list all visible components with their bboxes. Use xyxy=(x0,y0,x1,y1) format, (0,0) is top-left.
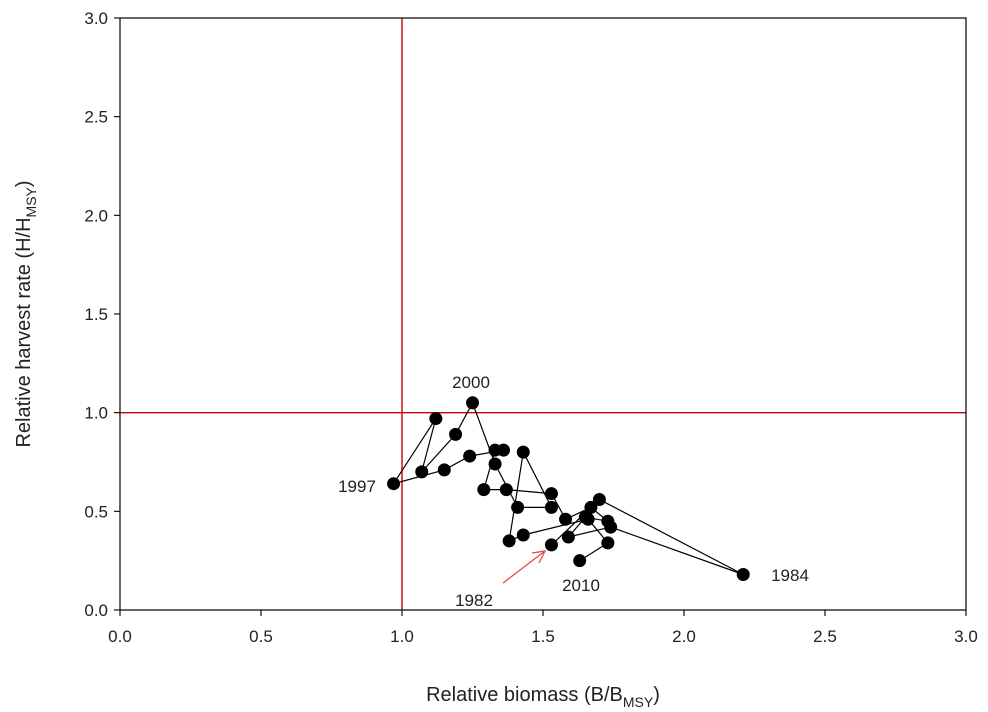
y-tick-label: 1.0 xyxy=(84,404,108,423)
data-point-22 xyxy=(488,457,502,471)
year-label-1997: 1997 xyxy=(338,477,376,496)
year-label-2010: 2010 xyxy=(562,576,600,595)
year-label-1984: 1984 xyxy=(771,566,809,585)
data-point-20 xyxy=(449,427,463,441)
data-point-24 xyxy=(544,500,558,514)
y-axis-title: Relative harvest rate (H/HMSY) xyxy=(13,180,39,447)
y-tick-label: 2.0 xyxy=(84,206,108,225)
data-point-19 xyxy=(415,465,429,479)
data-point-15 xyxy=(463,449,477,463)
data-point-29 xyxy=(601,536,615,550)
data-point-27 xyxy=(516,528,530,542)
y-axis: 0.0 0.5 1.0 1.5 2.0 2.5 3.0 xyxy=(84,9,120,620)
data-point-12 xyxy=(477,483,491,497)
y-tick-label: 0.0 xyxy=(84,601,108,620)
x-tick-label: 0.0 xyxy=(108,627,132,646)
plot-content xyxy=(120,18,966,610)
data-point-3 xyxy=(736,567,750,581)
x-tick-label: 2.5 xyxy=(813,627,837,646)
data-point-11 xyxy=(499,483,513,497)
x-axis: 0.0 0.5 1.0 1.5 2.0 2.5 3.0 xyxy=(108,610,978,646)
arrow-1982 xyxy=(502,550,547,584)
data-point-18 xyxy=(429,412,443,426)
plot-frame xyxy=(119,17,967,611)
data-point-16 xyxy=(437,463,451,477)
data-point-10 xyxy=(544,487,558,501)
data-point-1 xyxy=(544,538,558,552)
data-point-2 xyxy=(592,492,606,506)
y-tick-label: 3.0 xyxy=(84,9,108,28)
x-tick-label: 3.0 xyxy=(954,627,978,646)
year-label-1982: 1982 xyxy=(455,591,493,610)
year-label-2000: 2000 xyxy=(452,373,490,392)
data-point-28 xyxy=(581,512,595,526)
data-point-5 xyxy=(561,530,575,544)
y-tick-label: 1.5 xyxy=(84,305,108,324)
x-tick-label: 1.0 xyxy=(390,627,414,646)
x-tick-label: 0.5 xyxy=(249,627,273,646)
data-point-8 xyxy=(584,500,598,514)
data-point-14 xyxy=(497,443,511,457)
y-tick-label: 0.5 xyxy=(84,502,108,521)
data-point-7 xyxy=(601,514,615,528)
data-point-26 xyxy=(502,534,516,548)
data-point-17 xyxy=(387,477,401,491)
x-tick-label: 1.5 xyxy=(531,627,555,646)
data-point-9 xyxy=(559,512,573,526)
data-point-23 xyxy=(511,500,525,514)
y-tick-label: 2.5 xyxy=(84,108,108,127)
data-point-21 xyxy=(466,396,479,410)
series-line xyxy=(392,401,744,576)
data-point-25 xyxy=(516,445,530,459)
x-axis-title: Relative biomass (B/BMSY) xyxy=(426,684,660,710)
x-tick-label: 2.0 xyxy=(672,627,696,646)
data-point-30 xyxy=(573,554,587,568)
